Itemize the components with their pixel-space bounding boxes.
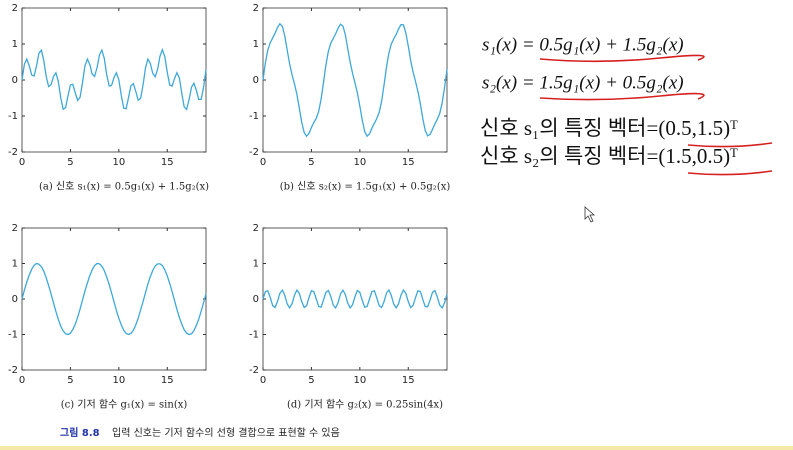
x-tick-label: 15 (402, 157, 415, 168)
x-tick-label: 10 (112, 157, 125, 168)
y-tick-label: 1 (12, 39, 18, 50)
plot-frame (262, 7, 448, 153)
y-tick-label: -2 (8, 365, 18, 376)
figure-caption: 입력 신호는 기저 함수의 선형 결합으로 표현할 수 있음 (112, 426, 340, 439)
x-tick-label: 10 (112, 375, 125, 386)
underline (687, 142, 773, 148)
y-tick-label: 2 (253, 223, 259, 234)
line (262, 22, 448, 138)
plot-frame (21, 227, 207, 371)
subplot-caption: (c) 기저 함수 g₁(x) = sin(x) (61, 399, 188, 411)
x-tick-label: 0 (260, 375, 266, 386)
y-tick-label: 2 (12, 223, 18, 234)
line (21, 47, 207, 111)
x-tick-label: 5 (308, 157, 314, 168)
x-tick-label: 0 (260, 157, 266, 168)
x-tick-label: 0 (19, 375, 25, 386)
y-tick-label: 2 (253, 3, 259, 14)
x-tick-label: 10 (353, 375, 366, 386)
y-tick-label: -1 (249, 111, 259, 122)
plot-frame (21, 7, 207, 153)
x-tick-label: 0 (19, 157, 25, 168)
subplot-caption: (a) 신호 s₁(x) = 0.5g₁(x) + 1.5g₂(x) (39, 181, 209, 193)
x-tick-label: 15 (402, 375, 415, 386)
plot-frame (262, 227, 448, 371)
y-tick-label: -1 (8, 111, 18, 122)
y-tick-label: 0 (12, 75, 18, 86)
subplot-caption: (b) 신호 s₂(x) = 1.5g₁(x) + 0.5g₂(x) (280, 181, 451, 193)
x-tick-label: 15 (161, 375, 174, 386)
x-tick-label: 10 (353, 157, 366, 168)
y-tick-label: 2 (12, 3, 18, 14)
y-tick-label: 0 (253, 294, 259, 305)
x-tick-label: 5 (308, 375, 314, 386)
y-tick-label: 0 (253, 75, 259, 86)
line (21, 262, 207, 336)
y-tick-label: -2 (8, 147, 18, 158)
y-tick-label: 1 (12, 259, 18, 270)
y-tick-label: 1 (253, 39, 259, 50)
line (262, 288, 448, 310)
y-tick-label: 1 (253, 259, 259, 270)
cursor (584, 206, 596, 223)
equation: s₁(x) = 0.5g₁(x) + 1.5g₂(x) (482, 34, 684, 55)
y-tick-label: -2 (249, 147, 259, 158)
subplot-caption: (d) 기저 함수 g₂(x) = 0.25sin(4x) (287, 399, 443, 411)
y-tick-label: 0 (12, 294, 18, 305)
x-tick-label: 15 (161, 157, 174, 168)
equation: s₂(x) = 1.5g₁(x) + 0.5g₂(x) (482, 72, 684, 93)
bottom-bar (0, 446, 793, 450)
figure-label: 그림 8.8 (60, 427, 100, 439)
x-tick-label: 5 (67, 375, 73, 386)
x-tick-label: 5 (67, 157, 73, 168)
y-tick-label: -1 (8, 330, 18, 341)
y-tick-label: -2 (249, 365, 259, 376)
feature-vector: 신호 s₂의 특징 벡터=(1.5,0.5)ᵀ (480, 144, 738, 168)
y-tick-label: -1 (249, 330, 259, 341)
underline (539, 92, 705, 101)
underline (539, 54, 705, 63)
feature-vector: 신호 s₁의 특징 벡터=(0.5,1.5)ᵀ (480, 116, 738, 140)
underline (687, 170, 773, 176)
